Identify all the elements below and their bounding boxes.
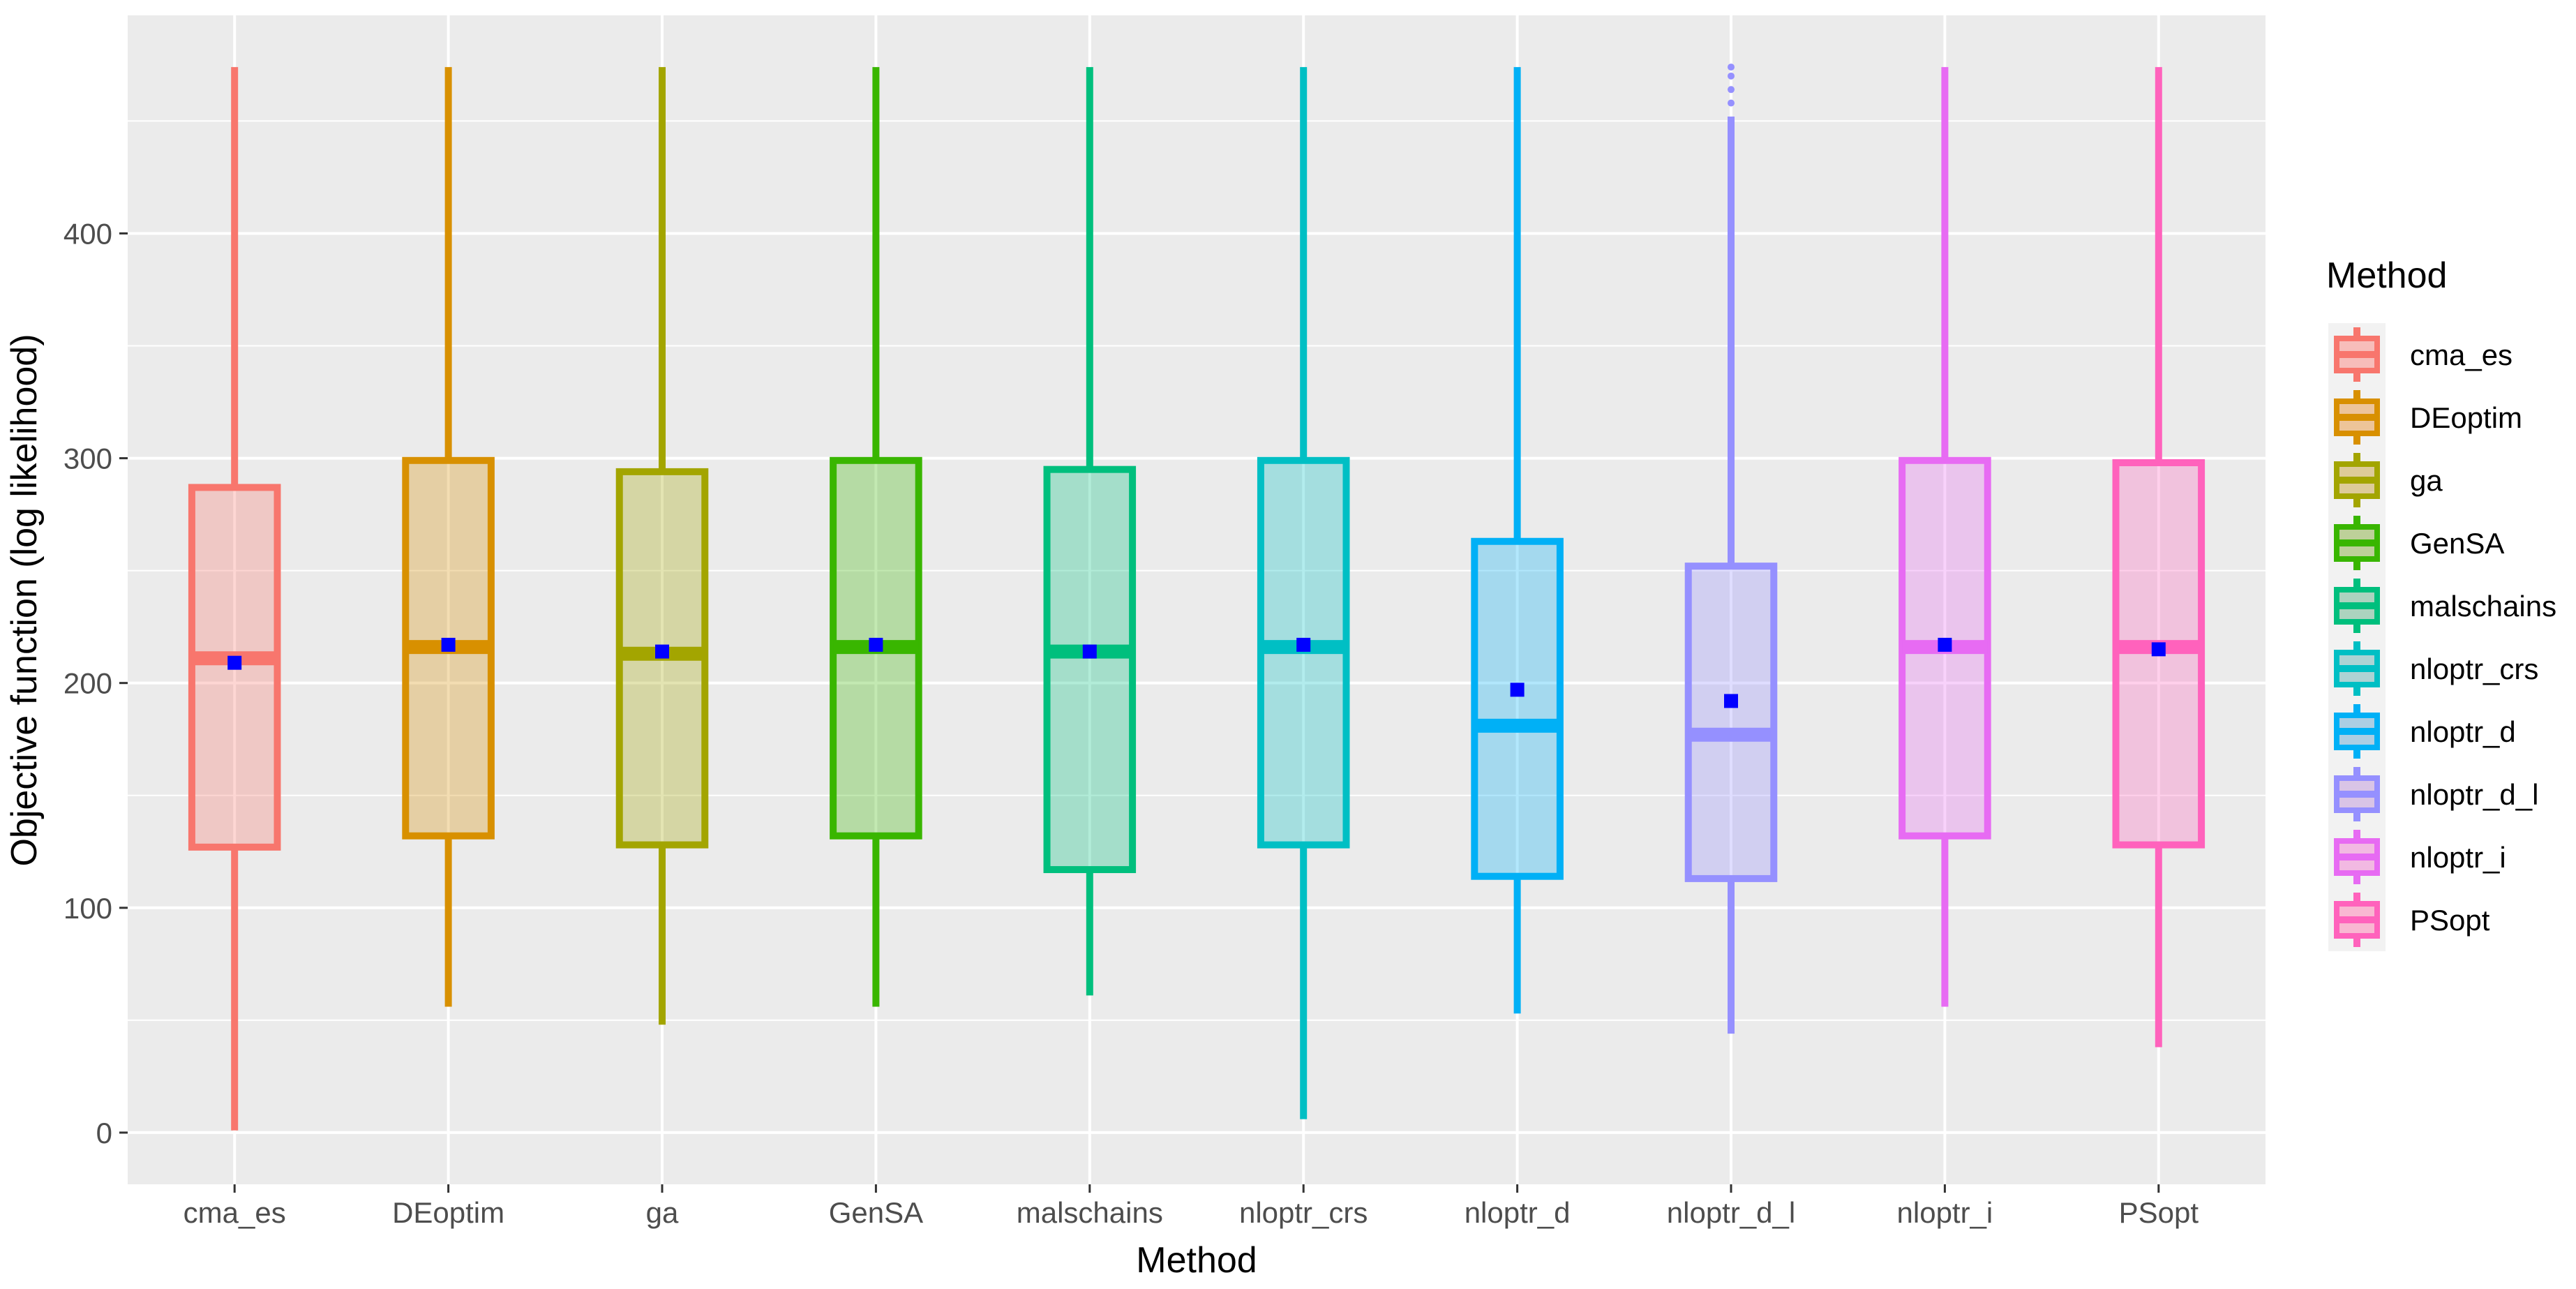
box-ga (615, 67, 709, 1025)
outlier-point (1728, 72, 1735, 80)
mean-marker (869, 637, 883, 652)
legend-label: DEoptim (2410, 401, 2522, 434)
mean-marker (2151, 642, 2166, 657)
y-tick-label: 0 (96, 1117, 112, 1149)
box-iqr (1684, 562, 1778, 882)
mean-marker (1938, 637, 1952, 652)
legend-item-cma_es: cma_es (2328, 323, 2513, 386)
box-PSopt (2112, 67, 2206, 1048)
legend-item-DEoptim: DEoptim (2328, 386, 2522, 449)
legend-item-nloptr_crs: nloptr_crs (2328, 637, 2538, 700)
mean-marker (441, 637, 456, 652)
x-tick-label: nloptr_d_l (1667, 1196, 1795, 1229)
x-tick-label: DEoptim (392, 1196, 504, 1229)
mean-marker (1724, 694, 1738, 708)
mean-marker (1082, 644, 1097, 659)
x-tick-label: nloptr_d (1465, 1196, 1571, 1229)
legend-item-malschains: malschains (2328, 574, 2556, 637)
legend-label: nloptr_i (2410, 841, 2506, 874)
box-nloptr_d (1471, 67, 1564, 1014)
y-tick-label: 200 (63, 667, 112, 700)
minor-gridlines (128, 120, 2266, 1021)
mean-marker (655, 644, 669, 659)
x-tick-label: PSopt (2119, 1196, 2199, 1229)
x-axis-title: Method (1136, 1240, 1257, 1281)
legend-item-nloptr_i: nloptr_i (2328, 826, 2506, 888)
legend-item-PSopt: PSopt (2328, 888, 2490, 951)
legend-label: nloptr_crs (2410, 653, 2538, 685)
box-malschains (1043, 67, 1137, 996)
x-tick-label: cma_es (184, 1196, 286, 1229)
x-axis: cma_es DEoptim ga GenSA malschains nloptr_crs… (184, 1184, 2199, 1229)
y-tick-label: 100 (63, 892, 112, 925)
mean-marker (1296, 637, 1311, 652)
legend-item-nloptr_d_l: nloptr_d_l (2328, 763, 2538, 826)
legend-item-nloptr_d: nloptr_d (2328, 700, 2516, 763)
box-iqr (1471, 537, 1564, 880)
outlier-point (1728, 86, 1735, 94)
x-tick-label: nloptr_i (1897, 1196, 1993, 1229)
legend-label: PSopt (2410, 904, 2490, 937)
box-nloptr_crs (1257, 67, 1350, 1119)
legend-item-ga: ga (2328, 449, 2443, 512)
mean-marker (227, 655, 242, 670)
plot-panel (128, 15, 2266, 1184)
legend-item-GenSA: GenSA (2328, 512, 2504, 574)
y-tick-label: 300 (63, 442, 112, 475)
legend-label: cma_es (2410, 338, 2513, 371)
x-tick-label: nloptr_crs (1239, 1196, 1368, 1229)
y-tick-label: 400 (63, 217, 112, 250)
legend-label: GenSA (2410, 527, 2504, 560)
box-series (188, 64, 2206, 1131)
box-nloptr_d_l (1684, 64, 1778, 1034)
outlier-point (1728, 64, 1735, 71)
legend-label: malschains (2410, 590, 2556, 623)
outlier-point (1728, 99, 1735, 107)
box-DEoptim (402, 67, 495, 1007)
x-tick-label: malschains (1017, 1196, 1163, 1229)
x-tick-label: GenSA (829, 1196, 923, 1229)
box-iqr (1043, 465, 1137, 874)
box-cma_es (188, 67, 281, 1131)
legend: Method cma_es DEoptim ga GenSA malschains nlo… (2326, 255, 2556, 951)
legend-label: nloptr_d (2410, 715, 2516, 748)
legend-label: ga (2410, 464, 2443, 497)
legend-label: nloptr_d_l (2410, 778, 2538, 811)
legend-title: Method (2326, 255, 2447, 296)
box-GenSA (830, 67, 922, 1007)
mean-marker (1510, 683, 1525, 697)
box-nloptr_i (1899, 67, 1991, 1007)
x-tick-label: ga (646, 1196, 679, 1229)
y-axis: 0 100 200 300 400 (63, 217, 128, 1149)
y-axis-title: Objective function (log likelihood) (4, 334, 45, 866)
